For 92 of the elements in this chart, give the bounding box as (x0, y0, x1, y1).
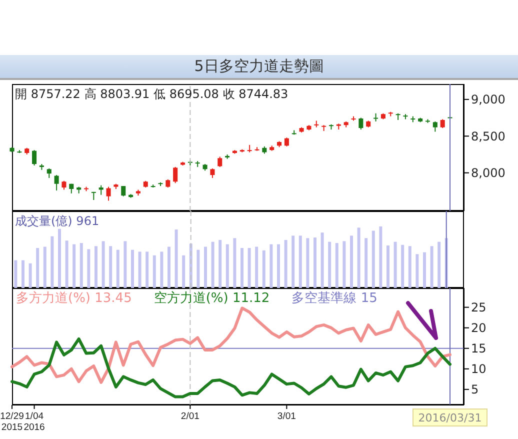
bar (416, 254, 419, 288)
y-tick-label: 25 (471, 300, 486, 315)
bar (182, 255, 186, 288)
bar (292, 236, 295, 288)
bar (87, 249, 90, 288)
bar (138, 252, 142, 288)
bar (248, 248, 251, 288)
bar (72, 244, 76, 288)
bar (50, 236, 54, 288)
text: 多方力道(%) 13.45 (16, 290, 132, 307)
bar (21, 260, 24, 288)
candlestick (210, 168, 215, 178)
bar (430, 246, 434, 288)
bar (43, 246, 46, 288)
bar (152, 255, 156, 288)
bar (408, 246, 412, 288)
bar (130, 250, 134, 288)
y-tick-label: 20 (471, 321, 486, 336)
bar (372, 230, 375, 288)
bar (80, 243, 83, 288)
line-series (10, 306, 452, 384)
y-tick-label: 10 (471, 362, 486, 376)
bar (379, 226, 382, 288)
bar (364, 238, 368, 288)
bar (386, 245, 390, 288)
y-tick-label: 9,000 (471, 92, 506, 107)
bar (124, 241, 127, 288)
bar (116, 250, 120, 288)
ref-line-label: 多空基準線 15 (292, 290, 378, 307)
bar (342, 241, 346, 288)
bar (36, 248, 40, 288)
y-tick-label: 8,000 (471, 166, 506, 180)
bar (357, 228, 360, 288)
line-series (10, 337, 452, 398)
bar (270, 244, 273, 288)
text: 空方力道(%) 11.12 (154, 290, 270, 307)
candlestick (54, 174, 59, 191)
bar (335, 243, 338, 288)
bar (28, 263, 32, 288)
chart-title: 5日多空力道走勢圖 (0, 55, 518, 80)
bar (146, 252, 149, 288)
bar (394, 242, 397, 288)
candlestick (218, 156, 222, 168)
bar (328, 242, 332, 288)
candlestick (247, 144, 252, 153)
bar (320, 232, 324, 288)
bar (226, 244, 229, 288)
bar (233, 238, 236, 288)
bar (58, 228, 61, 288)
bar (109, 246, 112, 288)
y-tick-label: 5 (471, 382, 479, 397)
bar (204, 246, 207, 288)
candlestick (121, 186, 126, 197)
bar (298, 236, 302, 288)
bar (306, 238, 310, 288)
candlestick (358, 117, 364, 130)
bar (262, 250, 266, 288)
bar (196, 250, 200, 288)
bar (160, 252, 164, 288)
bar (65, 240, 68, 288)
bar (284, 240, 288, 288)
bar (401, 244, 404, 288)
bar (218, 240, 222, 288)
candlestick (46, 168, 52, 178)
bar (240, 248, 244, 288)
candlestick (432, 120, 438, 132)
y-tick-label: 15 (471, 342, 486, 356)
x-tick-label: 12/29 2015 (0, 411, 24, 433)
x-tick-label: 3/01 (277, 411, 296, 422)
bar (255, 246, 258, 288)
bar (167, 246, 170, 288)
y-tick-label: 8,500 (471, 129, 506, 144)
candlestick (98, 184, 104, 196)
bar (14, 260, 18, 288)
x-tick-label: 2/01 (180, 411, 200, 422)
annotation: 開 8757.22 高 8803.91 低 8695.08 收 8744.83 (15, 86, 288, 103)
bar (174, 229, 178, 288)
bar (313, 237, 316, 288)
bar (422, 252, 426, 288)
bar (438, 242, 441, 288)
candlestick (106, 186, 111, 202)
bar (94, 246, 98, 288)
candlestick (314, 120, 319, 128)
bar (350, 236, 353, 288)
candlestick (173, 166, 178, 184)
bar (276, 244, 280, 288)
candlestick (32, 150, 37, 166)
x-tick-label: 2016/03/31 (418, 412, 482, 424)
x-tick-label: 1/04 2016 (24, 411, 45, 433)
bar (211, 242, 214, 288)
bar (102, 241, 105, 288)
annotation: 成交量(億) 961 (15, 213, 100, 230)
